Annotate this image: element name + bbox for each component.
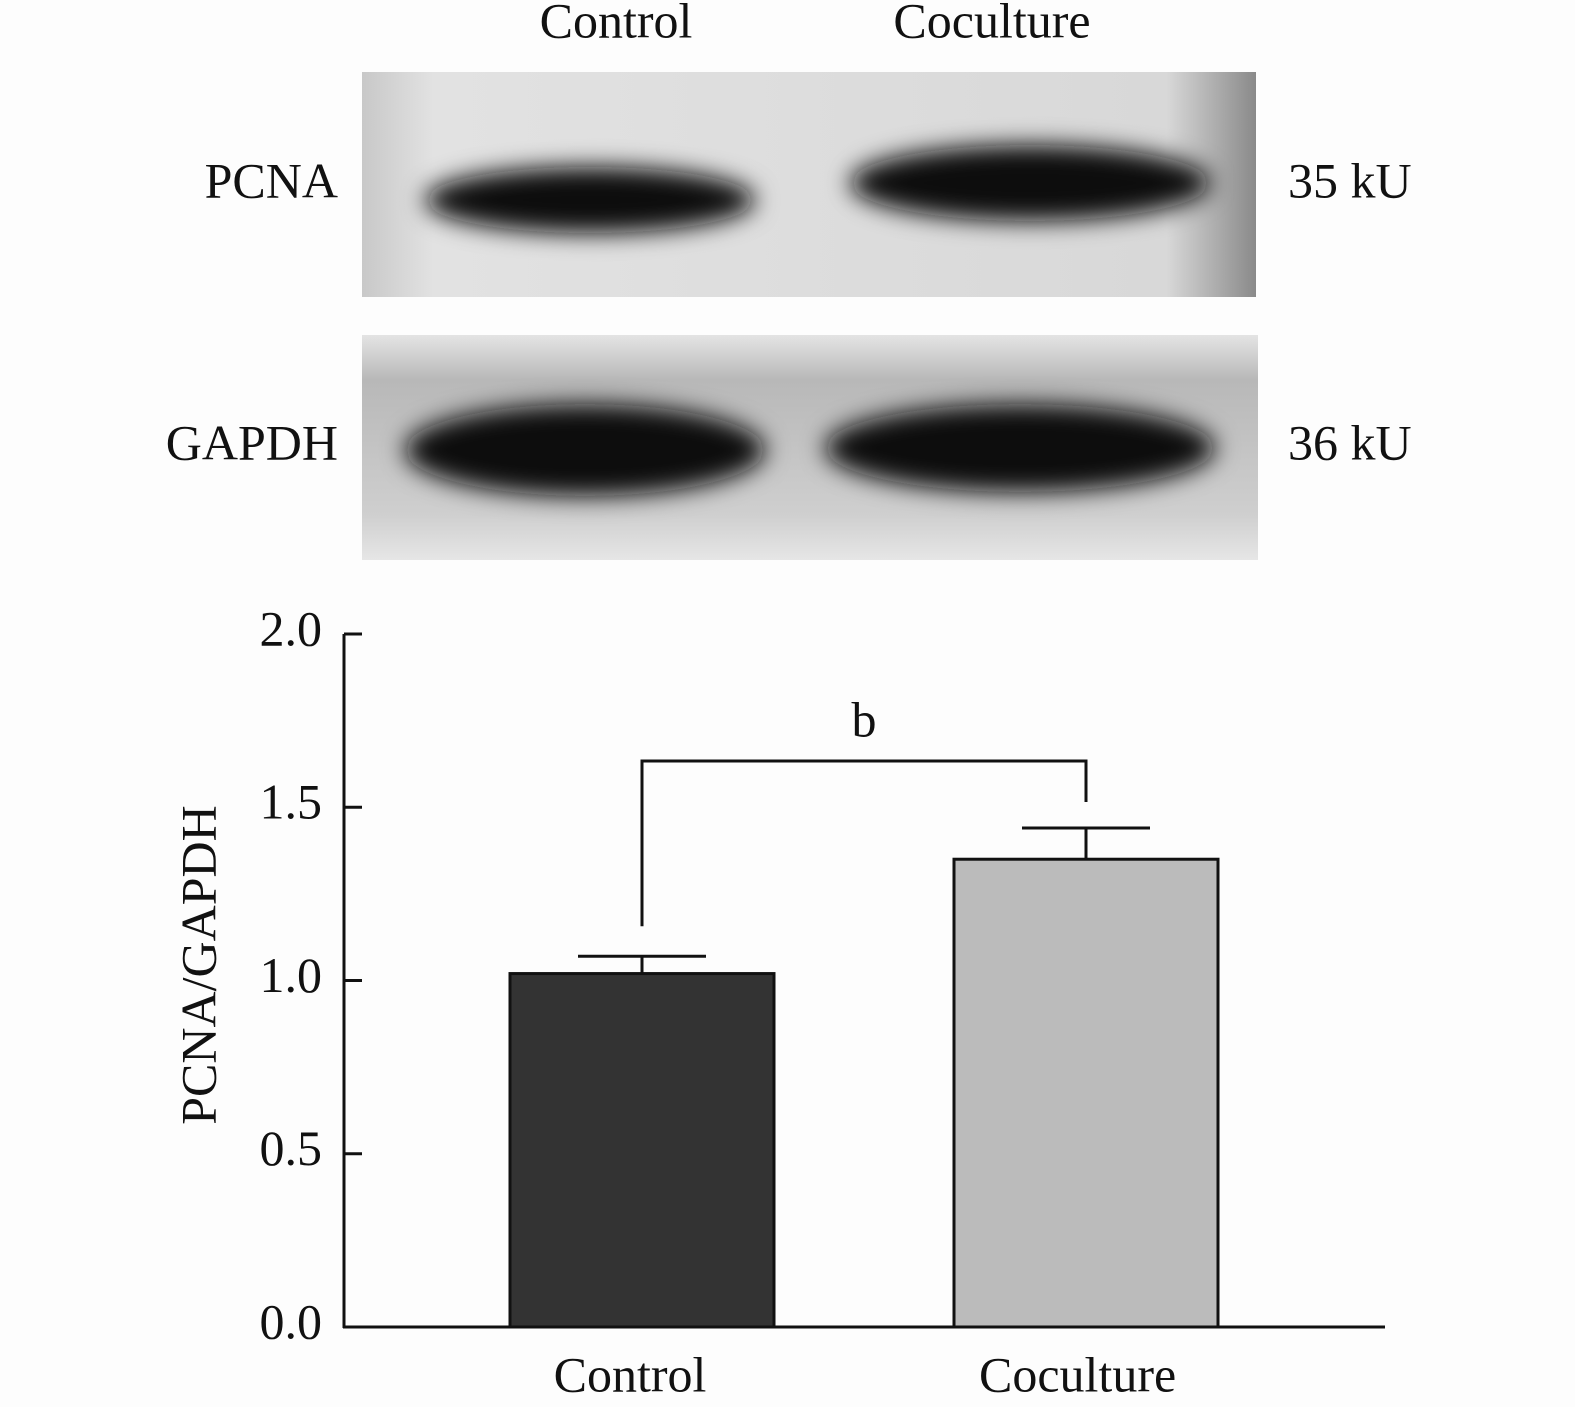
bar bbox=[508, 972, 776, 1329]
y-tick-label: 0.0 bbox=[260, 1293, 323, 1349]
blot-panel bbox=[362, 335, 1258, 560]
bar bbox=[952, 857, 1220, 1329]
y-axis-label: PCNA/GAPDH bbox=[170, 805, 226, 1125]
blot-panel bbox=[362, 72, 1256, 297]
y-tick-label: 2.0 bbox=[260, 600, 323, 656]
lane-label: Control bbox=[540, 0, 693, 48]
protein-label: PCNA bbox=[205, 152, 338, 208]
significance-bracket bbox=[640, 759, 1088, 927]
lane-label: Coculture bbox=[893, 0, 1090, 48]
y-tick-label: 1.5 bbox=[260, 774, 323, 830]
x-tick-label: Coculture bbox=[979, 1346, 1176, 1402]
y-tick-label: 1.0 bbox=[260, 947, 323, 1003]
x-tick-label: Control bbox=[554, 1346, 707, 1402]
size-label: 36 kU bbox=[1288, 414, 1412, 470]
annotation: b bbox=[852, 692, 877, 748]
protein-label: GAPDH bbox=[166, 414, 338, 470]
y-tick-label: 0.5 bbox=[260, 1120, 323, 1176]
size-label: 35 kU bbox=[1288, 152, 1412, 208]
